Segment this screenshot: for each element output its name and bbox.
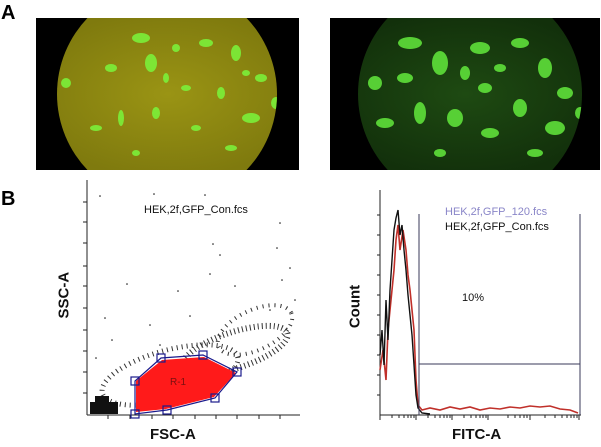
gate-r1-label: R-1 bbox=[170, 377, 187, 388]
scatter-y-axis-label: SSC-A bbox=[55, 271, 73, 319]
panel-a-label: A bbox=[1, 2, 16, 24]
legend-gfpcon: HEK,2f,GFP_Con.fcs bbox=[445, 221, 549, 233]
legend-gfp120: HEK,2f,GFP_120.fcs bbox=[445, 206, 548, 218]
marker-percent-label: 10% bbox=[462, 292, 485, 304]
histogram-x-axis-label: FITC-A bbox=[452, 426, 502, 443]
fitc-histogram-plot: HEK,2f,GFP_120.fcs HEK,2f,GFP_Con.fcs 10… bbox=[300, 180, 601, 447]
scatter-x-axis-label: FSC-A bbox=[150, 426, 196, 443]
brightfield-merged-micrograph bbox=[36, 18, 299, 170]
panel-b-label: B bbox=[1, 188, 16, 210]
fsc-ssc-scatter-plot: HEK,2f,GFP_Con.fcs R-1 SSC-A FSC-A bbox=[0, 180, 300, 447]
scatter-file-label: HEK,2f,GFP_Con.fcs bbox=[144, 204, 248, 216]
histogram-y-axis-label: Count bbox=[346, 284, 364, 329]
fluorescence-micrograph bbox=[330, 18, 600, 170]
